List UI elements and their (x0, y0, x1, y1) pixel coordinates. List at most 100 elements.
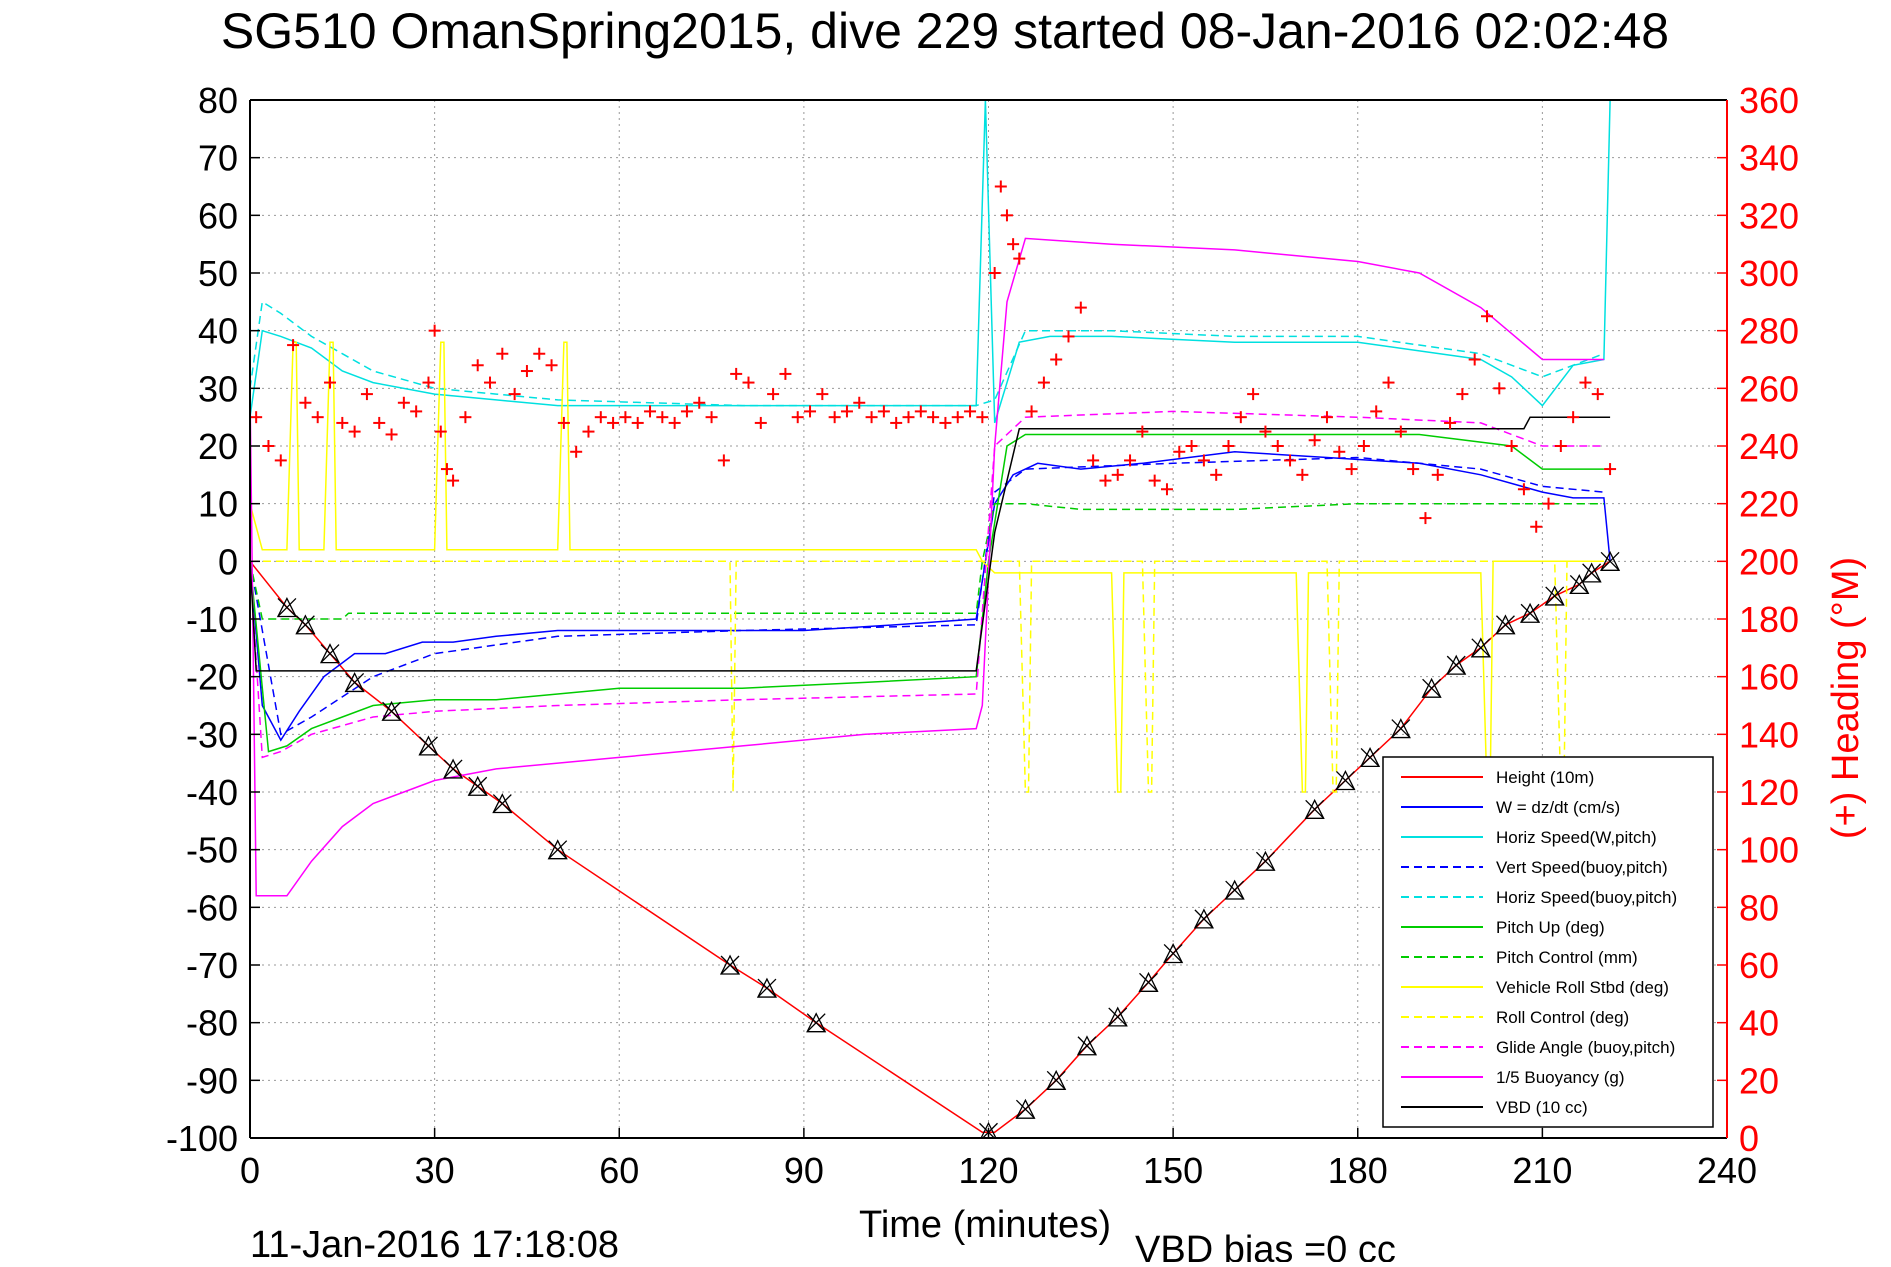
depth-marker-cross (1305, 799, 1325, 819)
heading-point (951, 411, 964, 424)
heading-point (1517, 483, 1530, 496)
heading-point (1591, 388, 1604, 401)
depth-marker-cross (720, 955, 740, 975)
heading-point (1493, 382, 1506, 395)
y-tick-label: 70 (198, 138, 238, 179)
heading-point (607, 416, 620, 429)
depth-marker (1600, 550, 1621, 571)
y-tick-label: 60 (198, 195, 238, 236)
heading-point (336, 416, 349, 429)
depth-marker (319, 643, 341, 664)
heading-point (1382, 376, 1395, 389)
heading-point (1284, 454, 1297, 467)
depth-marker-triangle (980, 1121, 997, 1138)
depth-marker-triangle (418, 735, 439, 756)
heading-point (1160, 483, 1173, 496)
heading-point (1444, 416, 1457, 429)
heading-point (471, 359, 484, 372)
heading-point (594, 411, 607, 424)
depth-marker-triangle (443, 758, 464, 779)
legend: Height (10m) W = dz/dt (cm/s) Horiz Speed(… (1382, 756, 1714, 1128)
depth-marker-triangle (1581, 562, 1602, 583)
y2-tick-label: 120 (1739, 772, 1799, 813)
heading-point (1037, 376, 1050, 389)
depth-marker (1544, 585, 1565, 606)
heading-point (428, 324, 441, 337)
y2-tick-label: 260 (1739, 368, 1799, 409)
y2-tick-label: 40 (1739, 1003, 1779, 1044)
y2-tick-label: 220 (1739, 484, 1799, 525)
depth-marker-cross (468, 776, 488, 796)
heading-point (680, 405, 693, 418)
depth-marker-cross (1225, 880, 1245, 900)
heading-point (1296, 468, 1309, 481)
depth-marker (1304, 798, 1325, 819)
y2-tick-label: 20 (1739, 1060, 1779, 1101)
y-tick-label: -100 (166, 1118, 238, 1159)
heading-point (939, 416, 952, 429)
heading-point (1222, 440, 1235, 452)
depth-marker (276, 597, 297, 618)
heading-point (840, 405, 853, 418)
heading-point (816, 388, 829, 401)
chart-title: SG510 OmanSpring2015, dive 229 started 0… (221, 3, 1669, 59)
depth-marker-cross (1422, 678, 1442, 698)
footer-timestamp: 11-Jan-2016 17:18:08 (250, 1224, 619, 1262)
depth-marker-triangle (1569, 573, 1590, 595)
depth-marker (1581, 562, 1602, 583)
heading-point (1173, 445, 1186, 458)
heading-point (890, 416, 903, 429)
depth-marker-triangle (344, 671, 365, 693)
depth-marker-triangle (1360, 746, 1381, 768)
y-tick-label: -30 (186, 714, 238, 755)
depth-marker-triangle (806, 1012, 827, 1033)
depth-marker-triangle (1495, 614, 1516, 635)
legend-box (1382, 756, 1714, 1128)
legend-label: Pitch Up (deg) (1496, 918, 1605, 937)
depth-marker-cross (1520, 603, 1540, 623)
depth-marker-triangle (719, 954, 741, 975)
depth-marker-cross (1545, 586, 1565, 606)
heading-point (668, 416, 681, 429)
y-tick-label: -10 (186, 599, 238, 640)
y2-tick-label: 160 (1739, 657, 1799, 698)
y-tick-label: 50 (198, 253, 238, 294)
depth-marker-triangle (1600, 550, 1621, 571)
depth-marker-triangle (1304, 798, 1325, 819)
heading-point (1579, 376, 1592, 389)
heading-point (1013, 252, 1026, 265)
heading-point (570, 445, 583, 458)
depth-marker-cross (1255, 851, 1275, 871)
heading-point (914, 405, 927, 418)
depth-marker-triangle (1255, 850, 1276, 871)
x-tick-label: 0 (240, 1150, 260, 1191)
depth-marker (295, 614, 316, 635)
depth-marker (1107, 1006, 1128, 1027)
series-line-1-5-buoyancy-g (250, 237, 1604, 897)
y2-tick-label: 240 (1739, 426, 1799, 467)
depth-marker-cross (277, 598, 297, 617)
depth-marker (1046, 1069, 1067, 1090)
heading-point (299, 396, 312, 409)
heading-point (434, 425, 447, 438)
footer-vbd-bias: VBD bias =0 cc (1135, 1229, 1396, 1262)
depth-marker-triangle (547, 839, 568, 860)
heading-point (877, 405, 890, 418)
heading-point (1087, 454, 1100, 467)
depth-marker (1421, 677, 1442, 698)
heading-point (1394, 425, 1407, 438)
heading-point (644, 405, 657, 418)
depth-marker-triangle (1544, 585, 1565, 606)
heading-point (791, 411, 804, 424)
heading-point (865, 411, 878, 424)
legend-label: VBD (10 cc) (1496, 1098, 1588, 1117)
depth-marker (719, 954, 741, 975)
depth-marker-cross (1015, 1099, 1035, 1119)
y-tick-label: 20 (198, 426, 238, 467)
heading-point (853, 396, 866, 409)
depth-marker (547, 839, 568, 860)
depth-marker (1015, 1098, 1036, 1119)
legend-label: 1/5 Buoyancy (g) (1496, 1068, 1625, 1087)
legend-label: Horiz Speed(buoy,pitch) (1496, 888, 1677, 907)
heading-point (656, 411, 669, 424)
